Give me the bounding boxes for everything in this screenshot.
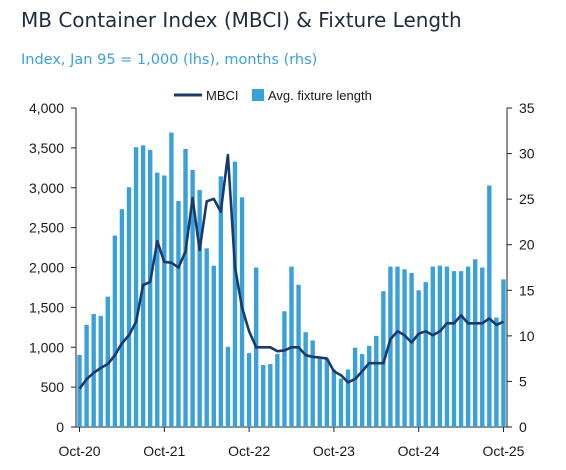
bar-fixture-length [239, 197, 245, 427]
bar-fixture-length [310, 340, 315, 427]
bar-fixture-length [465, 266, 471, 427]
right-tick-label: 25 [519, 191, 535, 207]
bar-fixture-length [155, 172, 160, 427]
chart-subtitle: Index, Jan 95 = 1,000 (lhs), months (rhs… [21, 52, 318, 68]
left-tick-label: 3,000 [29, 180, 64, 196]
mbci-line [78, 153, 505, 390]
bar-fixture-length [183, 149, 188, 427]
bar-fixture-length [458, 271, 464, 427]
bar-fixture-length [112, 235, 118, 427]
chart-title: MB Container Index (MBCI) & Fixture Leng… [21, 8, 462, 32]
bar-fixture-length [430, 266, 436, 427]
right-tick-label: 5 [519, 373, 527, 389]
bar-fixture-length [126, 187, 132, 427]
bar-fixture-length [169, 132, 174, 427]
bar-fixture-length [338, 378, 344, 427]
bar-fixture-length [162, 175, 167, 427]
bar-fixture-length [197, 190, 202, 427]
left-tick-label: 1,500 [29, 299, 64, 315]
bar-fixture-length [282, 311, 287, 427]
left-tick-label: 2,500 [29, 220, 64, 236]
bar-fixture-length [317, 358, 322, 427]
bar-fixture-length [232, 161, 238, 427]
bar-fixture-length [119, 209, 125, 427]
bar-fixture-length [352, 347, 358, 427]
left-tick-label: 500 [41, 379, 65, 395]
right-tick-label: 35 [519, 100, 535, 116]
right-tick-label: 10 [519, 328, 535, 344]
x-tick-label: Oct-20 [59, 443, 101, 459]
bar-fixture-length [147, 149, 153, 427]
bar-fixture-length [473, 259, 478, 427]
bar-fixture-length [451, 271, 457, 427]
legend-label-fixture-length: Avg. fixture length [268, 88, 372, 103]
left-tick-label: 0 [56, 419, 64, 435]
bar-fixture-length [402, 269, 407, 427]
bar-fixture-length [331, 369, 337, 427]
bar-fixture-length [423, 282, 428, 427]
x-tick-label: Oct-24 [398, 443, 440, 459]
bar-fixture-length [218, 176, 224, 427]
bar-fixture-length [324, 358, 330, 427]
left-tick-label: 1,000 [29, 339, 64, 355]
bar-fixture-length [494, 317, 499, 427]
bar-fixture-length [388, 266, 393, 427]
bar-fixture-length [416, 290, 421, 427]
x-tick-label: Oct-23 [313, 443, 355, 459]
left-tick-label: 4,000 [29, 100, 64, 116]
bar-fixture-length [409, 272, 414, 427]
bar-fixture-length [98, 315, 103, 427]
bar-fixture-length [105, 296, 110, 427]
right-tick-label: 15 [519, 282, 535, 298]
bar-fixture-length [268, 364, 273, 427]
bar-fixture-length [275, 354, 280, 427]
x-tick-label: Oct-22 [228, 443, 270, 459]
bar-fixture-length [296, 284, 301, 427]
bar-fixture-length [480, 267, 485, 427]
bar-fixture-length [204, 248, 209, 427]
bar-fixture-length [246, 353, 252, 427]
bar-fixture-length [359, 354, 365, 427]
bar-fixture-length [345, 369, 351, 427]
x-tick-label: Oct-21 [143, 443, 185, 459]
bar-fixture-length [190, 169, 195, 427]
x-tick-label: Oct-25 [482, 443, 524, 459]
legend-swatch-fixture-length [252, 89, 264, 101]
bar-fixture-length [211, 265, 216, 427]
bar-fixture-length [374, 335, 379, 427]
bar-fixture-length [176, 200, 181, 427]
bar-fixture-length [91, 313, 96, 427]
bar-fixture-length [261, 365, 266, 427]
bar-fixture-length [133, 147, 139, 428]
right-tick-label: 30 [519, 146, 535, 162]
bar-fixture-length [367, 345, 372, 427]
bar-fixture-length [303, 332, 308, 427]
bar-fixture-length [77, 354, 82, 427]
left-tick-label: 2,000 [29, 260, 64, 276]
left-tick-label: 3,500 [29, 140, 64, 156]
bar-fixture-length [225, 346, 231, 427]
bar-fixture-length [437, 265, 443, 427]
legend-label-mbci: MBCI [206, 88, 239, 103]
right-tick-label: 0 [519, 419, 527, 435]
bar-fixture-length [444, 266, 450, 427]
bar-fixture-length [84, 324, 89, 427]
bar-fixture-length [395, 266, 400, 427]
right-tick-label: 20 [519, 237, 535, 253]
bar-fixture-length [501, 279, 506, 427]
bar-fixture-length [487, 185, 492, 427]
